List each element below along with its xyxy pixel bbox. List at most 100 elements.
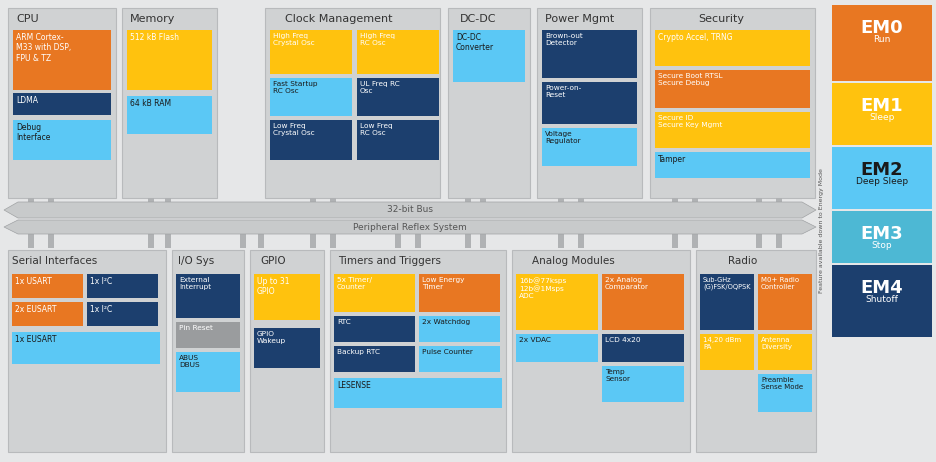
- Text: Backup RTC: Backup RTC: [337, 349, 380, 355]
- Text: Memory: Memory: [130, 14, 175, 24]
- Text: CPU: CPU: [16, 14, 38, 24]
- Bar: [415, 234, 421, 248]
- Text: I/O Sys: I/O Sys: [178, 256, 214, 266]
- Polygon shape: [4, 220, 816, 234]
- Bar: [672, 198, 678, 210]
- Bar: [578, 198, 584, 210]
- Bar: [250, 250, 324, 452]
- Bar: [28, 198, 34, 210]
- Bar: [330, 198, 336, 210]
- Bar: [758, 274, 812, 330]
- Text: GPIO
Wakeup: GPIO Wakeup: [257, 331, 286, 344]
- Text: M0+ Radio
Controller: M0+ Radio Controller: [761, 277, 799, 290]
- Bar: [655, 70, 810, 108]
- Text: Clock Management: Clock Management: [285, 14, 392, 24]
- Bar: [165, 198, 171, 210]
- Text: 14,20 dBm
PA: 14,20 dBm PA: [703, 337, 741, 350]
- Text: 1x I²C: 1x I²C: [90, 305, 112, 314]
- Text: Timers and Triggers: Timers and Triggers: [338, 256, 441, 266]
- Text: Preamble
Sense Mode: Preamble Sense Mode: [761, 377, 803, 390]
- Bar: [756, 198, 762, 210]
- Bar: [758, 334, 812, 370]
- Bar: [254, 328, 320, 368]
- Bar: [176, 322, 240, 348]
- Bar: [453, 30, 525, 82]
- Bar: [776, 234, 782, 248]
- Text: Security: Security: [698, 14, 744, 24]
- Bar: [558, 198, 564, 210]
- Text: Low Freq
Crystal Osc: Low Freq Crystal Osc: [273, 123, 314, 136]
- Bar: [465, 234, 471, 248]
- Text: EM4: EM4: [861, 279, 903, 297]
- Text: Sleep: Sleep: [870, 113, 895, 122]
- Bar: [448, 8, 530, 198]
- Bar: [756, 234, 762, 248]
- Text: Up to 31
GPIO: Up to 31 GPIO: [257, 277, 289, 297]
- Text: Power Mgmt: Power Mgmt: [545, 14, 614, 24]
- Bar: [357, 120, 439, 160]
- Bar: [602, 366, 684, 402]
- Text: GPIO: GPIO: [260, 256, 285, 266]
- Bar: [12, 332, 160, 364]
- Text: Peripheral Reflex System: Peripheral Reflex System: [353, 223, 467, 231]
- Bar: [87, 274, 158, 298]
- Bar: [8, 8, 116, 198]
- Text: High Freq
RC Osc: High Freq RC Osc: [360, 33, 395, 46]
- Bar: [692, 198, 698, 210]
- Text: Power-on-
Reset: Power-on- Reset: [545, 85, 581, 98]
- Bar: [832, 5, 932, 81]
- Text: 512 kB Flash: 512 kB Flash: [130, 33, 179, 42]
- Bar: [700, 274, 754, 330]
- Bar: [700, 334, 754, 370]
- Text: EM2: EM2: [861, 161, 903, 179]
- Text: 64 kB RAM: 64 kB RAM: [130, 99, 171, 108]
- Text: LESENSE: LESENSE: [337, 381, 371, 390]
- Bar: [122, 8, 217, 198]
- Bar: [419, 274, 500, 312]
- Text: Analog Modules: Analog Modules: [532, 256, 615, 266]
- Text: Feature available down to Energy Mode: Feature available down to Energy Mode: [818, 169, 824, 293]
- Bar: [270, 120, 352, 160]
- Bar: [165, 234, 171, 248]
- Bar: [512, 250, 690, 452]
- Text: Deep Sleep: Deep Sleep: [856, 177, 908, 186]
- Text: Secure Boot RTSL
Secure Debug: Secure Boot RTSL Secure Debug: [658, 73, 723, 86]
- Text: 5x Timer/
Counter: 5x Timer/ Counter: [337, 277, 372, 290]
- Text: 2x VDAC: 2x VDAC: [519, 337, 551, 343]
- Bar: [87, 302, 158, 326]
- Bar: [758, 374, 812, 412]
- Text: 1x EUSART: 1x EUSART: [15, 335, 56, 344]
- Bar: [176, 274, 240, 318]
- Bar: [357, 30, 439, 74]
- Bar: [602, 274, 684, 330]
- Bar: [655, 30, 810, 66]
- Bar: [330, 250, 506, 452]
- Bar: [650, 8, 815, 198]
- Bar: [692, 234, 698, 248]
- Text: 2x Watchdog: 2x Watchdog: [422, 319, 470, 325]
- Text: UL Freq RC
Osc: UL Freq RC Osc: [360, 81, 400, 94]
- Bar: [13, 93, 111, 115]
- Bar: [12, 274, 83, 298]
- Text: Pulse Counter: Pulse Counter: [422, 349, 473, 355]
- Bar: [28, 234, 34, 248]
- Bar: [832, 265, 932, 337]
- Text: ABUS
DBUS: ABUS DBUS: [179, 355, 199, 368]
- Bar: [395, 234, 401, 248]
- Bar: [334, 346, 415, 372]
- Text: ARM Cortex-
M33 with DSP,
FPU & TZ: ARM Cortex- M33 with DSP, FPU & TZ: [16, 33, 71, 63]
- Bar: [330, 234, 336, 248]
- Text: 1x I²C: 1x I²C: [90, 277, 112, 286]
- Bar: [8, 250, 166, 452]
- Bar: [148, 198, 154, 210]
- Bar: [832, 83, 932, 145]
- Bar: [240, 234, 246, 248]
- Bar: [13, 30, 111, 90]
- Text: External
Interrupt: External Interrupt: [179, 277, 212, 290]
- Bar: [419, 346, 500, 372]
- Bar: [542, 82, 637, 124]
- Text: Serial Interfaces: Serial Interfaces: [12, 256, 97, 266]
- Bar: [419, 316, 500, 342]
- Bar: [480, 234, 486, 248]
- Bar: [176, 352, 240, 392]
